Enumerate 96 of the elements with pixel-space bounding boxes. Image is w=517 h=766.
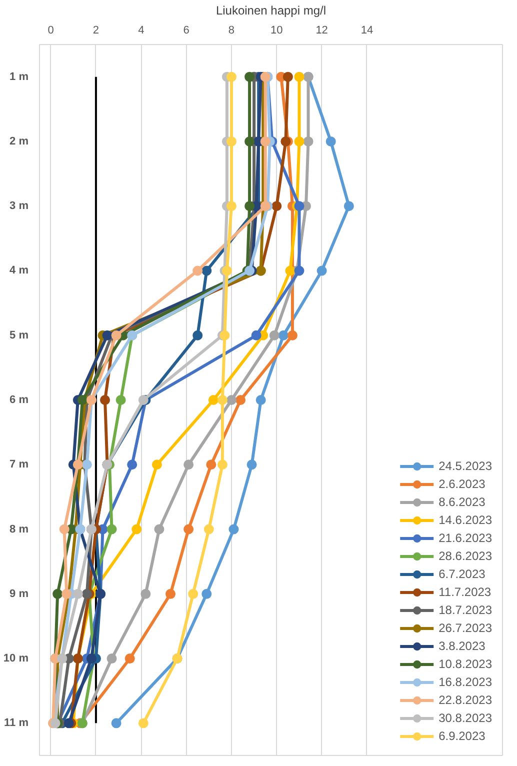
point	[106, 524, 117, 534]
point	[294, 201, 304, 212]
point	[228, 524, 239, 534]
point	[106, 654, 117, 664]
y-tick-label: 9 m	[10, 588, 29, 600]
x-tick-label: 14	[360, 24, 374, 36]
point	[184, 460, 194, 470]
y-tick-label: 1 m	[10, 70, 29, 83]
x-tick-label: 6	[183, 24, 190, 36]
point	[226, 395, 236, 405]
point	[165, 588, 176, 599]
point	[217, 395, 228, 405]
point	[244, 201, 255, 212]
legend-label: 6.7.2023	[438, 566, 486, 583]
point	[272, 201, 282, 212]
point	[138, 395, 148, 405]
legend-label: 18.7.2023	[438, 602, 492, 619]
y-tick-label: 8 m	[10, 523, 29, 536]
point	[220, 330, 230, 340]
legend-label: 26.7.2023	[438, 620, 492, 637]
point	[202, 266, 212, 276]
y-tick-label: 11 m	[4, 717, 29, 730]
point	[294, 136, 304, 146]
point	[192, 266, 203, 276]
legend-label: 16.8.2023	[438, 674, 492, 691]
point	[287, 330, 298, 340]
y-tick-label: 2 m	[10, 135, 29, 148]
legend-label: 6.9.2023	[438, 728, 486, 745]
point	[154, 524, 164, 534]
point	[86, 654, 96, 664]
point	[188, 588, 198, 599]
point	[316, 266, 327, 276]
point	[204, 524, 214, 534]
point	[111, 718, 122, 728]
y-tick-label: 10 m	[3, 652, 29, 665]
y-tick-label: 3 m	[10, 200, 29, 212]
legend-label: 8.6.2023	[438, 494, 486, 511]
legend-label: 2.6.2023	[438, 476, 486, 493]
x-tick-label: 2	[92, 24, 100, 36]
x-tick-label: 10	[270, 24, 283, 36]
point	[244, 136, 255, 146]
x-tick-label: 4	[138, 24, 144, 36]
x-tick-label: 0	[48, 24, 54, 36]
point	[246, 460, 257, 470]
y-tick-label: 4 m	[10, 264, 29, 277]
point	[140, 588, 151, 599]
y-tick-label: 6 m	[10, 394, 29, 406]
point	[100, 395, 110, 405]
point	[208, 395, 218, 405]
point	[184, 524, 194, 534]
legend-label: 28.6.2023	[438, 548, 492, 565]
legend-label: 3.8.2023	[438, 638, 486, 655]
legend-label: 11.7.2023	[438, 584, 492, 601]
legend-label: 14.6.2023	[438, 512, 492, 529]
point	[127, 460, 138, 470]
point	[202, 588, 212, 599]
point	[344, 201, 354, 212]
point	[192, 330, 203, 340]
point	[226, 136, 236, 146]
point	[217, 460, 228, 470]
point	[72, 588, 83, 599]
x-tick-label: 12	[316, 24, 328, 36]
point	[226, 72, 236, 82]
point	[138, 718, 148, 728]
point	[116, 395, 126, 405]
point	[124, 654, 135, 664]
point	[152, 460, 162, 470]
x-tick-label: 8	[228, 24, 235, 36]
point	[278, 330, 288, 340]
point	[294, 72, 304, 82]
point	[102, 330, 112, 340]
point	[77, 395, 88, 405]
point	[82, 588, 92, 599]
point	[236, 395, 246, 405]
point	[52, 588, 63, 599]
point	[132, 524, 142, 534]
y-tick-label: 7 m	[10, 458, 29, 471]
legend-label: 30.8.2023	[438, 710, 492, 727]
x-axis-title: Liukoinen happi mg/l	[216, 4, 326, 18]
point	[282, 72, 293, 82]
point	[251, 330, 262, 340]
legend-label: 24.5.2023	[438, 458, 492, 475]
point	[294, 266, 304, 276]
point	[256, 395, 266, 405]
point	[64, 718, 74, 728]
point	[59, 524, 70, 534]
legend-label: 10.8.2023	[438, 656, 492, 673]
point	[303, 136, 314, 146]
point	[244, 72, 255, 82]
legend-label: 21.6.2023	[438, 530, 492, 547]
point	[226, 201, 236, 212]
point	[326, 136, 336, 146]
legend-label: 22.8.2023	[438, 692, 492, 709]
point	[269, 330, 280, 340]
point	[206, 460, 216, 470]
y-tick-label: 5 m	[10, 329, 29, 342]
